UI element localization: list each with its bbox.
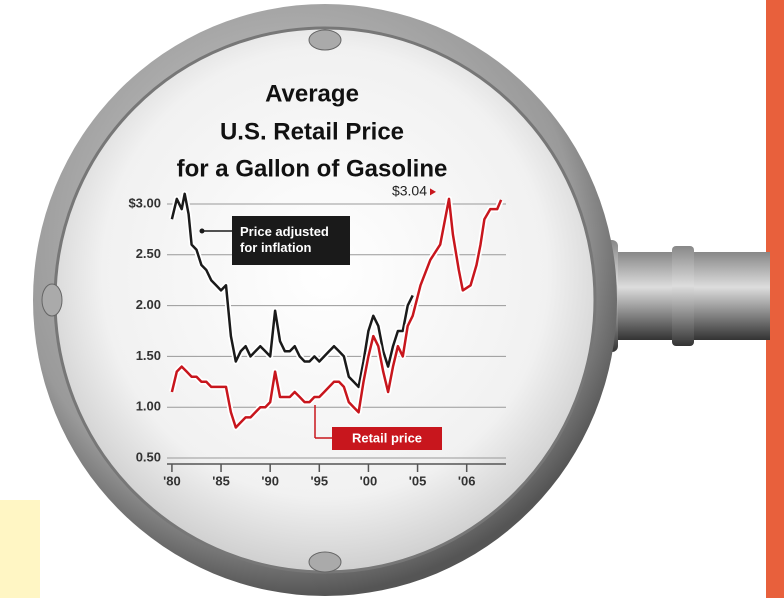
x-tick-label: '05	[409, 473, 427, 488]
y-tick-label: 1.00	[136, 399, 161, 414]
y-tick-label: $3.00	[128, 195, 161, 210]
legend-label: Price adjusted for inflation	[240, 224, 329, 255]
line	[170, 192, 414, 389]
background-box	[0, 500, 40, 598]
plot: 0.50 1.00 1.50 2.00 2.50 $3.00 '80 '85 '90 '95 '00…	[128, 183, 506, 488]
y-tick-label: 0.50	[136, 449, 161, 464]
y-tick-label: 1.50	[136, 348, 161, 363]
y-tick-label: 2.00	[136, 297, 161, 312]
annotation-marker	[430, 188, 436, 196]
side-bar	[766, 0, 784, 598]
x-tick-label: '06	[458, 473, 476, 488]
bolt	[308, 29, 342, 51]
chart-title: for a Gallon of Gasoline	[177, 155, 448, 182]
chart-title: Average	[265, 80, 359, 107]
line	[170, 197, 503, 429]
x-tick-label: '95	[311, 473, 329, 488]
bolt	[41, 283, 63, 317]
y-tick-label: 2.50	[136, 246, 161, 261]
x-tick-label: '85	[212, 473, 230, 488]
annotation: $3.04	[392, 183, 427, 199]
bolt	[308, 551, 342, 573]
x-tick-label: '90	[261, 473, 279, 488]
legend-box	[332, 427, 442, 450]
chart-title: U.S. Retail Price	[220, 118, 404, 145]
pipe-nut	[672, 246, 694, 346]
legend-label: Retail price	[352, 430, 422, 445]
x-tick-label: '80	[163, 473, 181, 488]
leader-dot	[199, 228, 205, 234]
legend-box	[232, 216, 350, 265]
x-tick-label: '00	[360, 473, 378, 488]
